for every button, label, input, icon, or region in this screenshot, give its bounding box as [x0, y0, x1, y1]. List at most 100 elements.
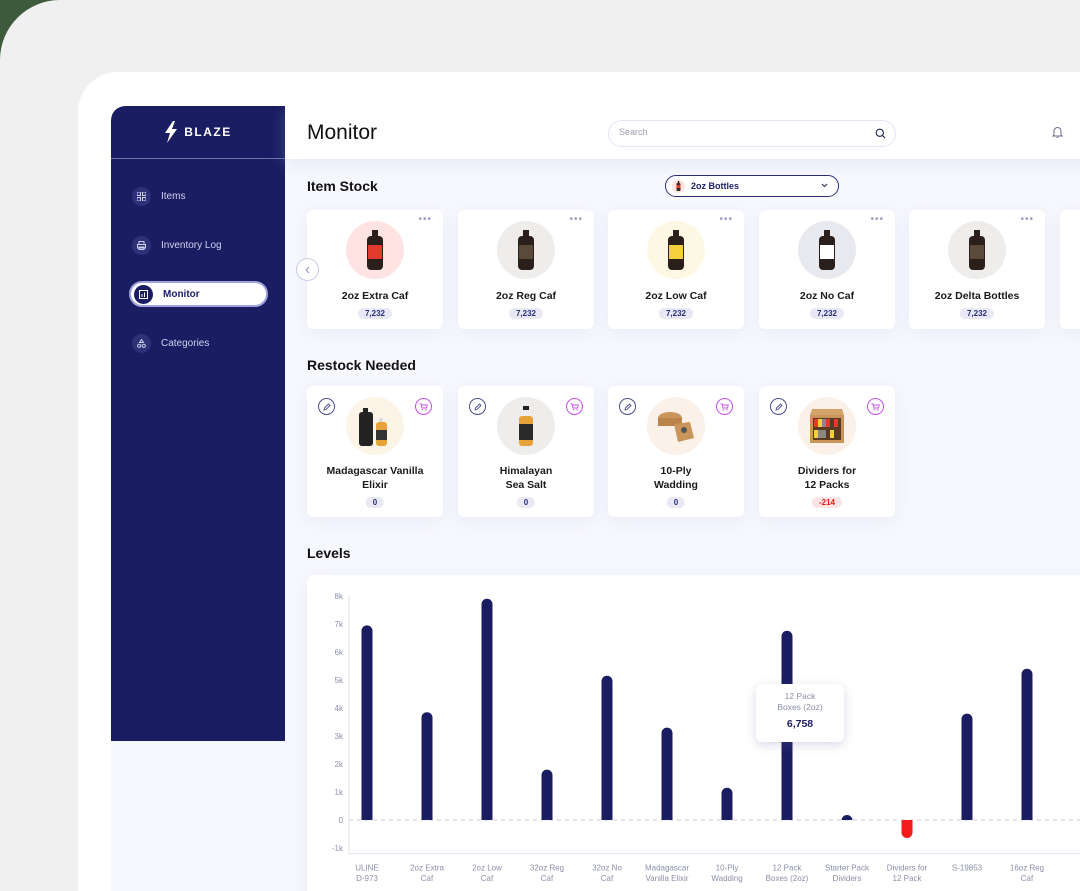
categories-icon [132, 333, 151, 353]
page-title: Monitor [307, 121, 378, 144]
edit-button[interactable] [619, 398, 636, 415]
product-name: 10-Ply Wadding [654, 465, 698, 491]
stock-card-partial[interactable] [1060, 210, 1080, 329]
bar[interactable] [481, 598, 493, 820]
more-options-icon[interactable]: ••• [1020, 214, 1034, 225]
x-tick-label: 32oz No [592, 864, 622, 873]
tooltip-label: 12 Pack Boxes (2oz) [777, 691, 823, 712]
x-tick-label: Boxes (2oz) [766, 874, 809, 883]
stock-count-badge: -214 [811, 497, 843, 508]
carousel-prev-button[interactable] [296, 258, 319, 281]
y-tick-label: 4k [335, 704, 344, 713]
sidebar-item-label: Inventory Log [161, 239, 222, 251]
stock-card[interactable]: ••• 2oz Extra Caf 7,232 [307, 210, 443, 329]
restock-card[interactable]: Dividers for 12 Packs -214 [759, 386, 895, 517]
tooltip-value: 6,758 [786, 718, 814, 730]
restock-title: Restock Needed [307, 357, 416, 373]
cart-icon [871, 402, 880, 410]
y-tick-label: -1k [332, 844, 344, 853]
sidebar-item-label: Items [161, 190, 186, 202]
x-tick-label: Dividers for [887, 864, 928, 873]
x-tick-label: ULINE [355, 864, 379, 873]
category-dropdown[interactable]: 2oz Bottles [665, 175, 839, 197]
add-to-cart-button[interactable] [566, 398, 583, 415]
sidebar-item-inventory-log[interactable]: Inventory Log [129, 232, 268, 258]
edit-button[interactable] [770, 398, 787, 415]
stock-card[interactable]: ••• 2oz Delta Bottles 7,232 [909, 210, 1045, 329]
search-input[interactable] [619, 127, 859, 137]
bar[interactable] [541, 769, 553, 820]
bar[interactable] [601, 675, 613, 820]
chart-icon [134, 284, 153, 304]
bar[interactable] [1021, 668, 1033, 820]
stock-count-badge: 0 [365, 497, 385, 508]
y-tick-label: 7k [335, 620, 344, 629]
edit-button[interactable] [318, 398, 335, 415]
product-image [647, 397, 705, 455]
x-tick-label: Wadding [711, 874, 742, 883]
y-tick-label: 5k [335, 676, 344, 685]
bar[interactable] [661, 727, 673, 820]
product-image [497, 221, 555, 279]
bar-negative[interactable] [901, 820, 913, 838]
more-options-icon[interactable]: ••• [418, 214, 432, 225]
chevron-left-icon [304, 266, 309, 273]
add-to-cart-button[interactable] [716, 398, 733, 415]
x-tick-label: 12 Pack [773, 864, 803, 873]
more-options-icon[interactable]: ••• [569, 214, 583, 225]
sidebar-item-monitor[interactable]: Monitor [129, 281, 268, 307]
stock-count-badge: 7,232 [357, 308, 393, 319]
top-bar: Monitor [285, 106, 1080, 159]
stock-card[interactable]: ••• 2oz No Caf 7,232 [759, 210, 895, 329]
brand-logo[interactable]: BLAZE [111, 106, 285, 159]
search-box[interactable] [608, 120, 896, 147]
x-tick-label: Starter Pack [825, 864, 870, 873]
add-to-cart-button[interactable] [867, 398, 884, 415]
stock-card[interactable]: ••• 2oz Reg Caf 7,232 [458, 210, 594, 329]
product-image [346, 397, 404, 455]
x-tick-label: Caf [1021, 874, 1034, 883]
x-tick-label: 12 Pack [893, 874, 923, 883]
x-tick-label: Dividers [833, 874, 862, 883]
brand-name: BLAZE [184, 125, 232, 139]
bell-icon[interactable] [1052, 126, 1063, 138]
sidebar-item-categories[interactable]: Categories [129, 330, 268, 356]
product-name: 2oz Reg Caf [495, 290, 557, 302]
product-name: Dividers for 12 Packs [797, 465, 857, 491]
sidebar-item-label: Monitor [163, 288, 200, 300]
sidebar-item-items[interactable]: Items [129, 183, 268, 209]
bar[interactable] [421, 712, 433, 820]
printer-icon [132, 235, 151, 255]
restock-card[interactable]: Himalayan Sea Salt 0 [458, 386, 594, 517]
item-stock-title: Item Stock [307, 178, 378, 194]
stock-count-badge: 7,232 [508, 308, 544, 319]
stock-card[interactable]: ••• 2oz Low Caf 7,232 [608, 210, 744, 329]
x-tick-label: Caf [541, 874, 554, 883]
restock-card[interactable]: 10-Ply Wadding 0 [608, 386, 744, 517]
add-to-cart-button[interactable] [415, 398, 432, 415]
cart-icon [419, 402, 428, 410]
product-image [798, 397, 856, 455]
stock-count-badge: 0 [666, 497, 686, 508]
stock-count-badge: 7,232 [658, 308, 694, 319]
bar[interactable] [841, 815, 853, 821]
x-tick-label: D-973 [356, 874, 378, 883]
cart-icon [720, 402, 729, 410]
x-tick-label: Caf [421, 874, 434, 883]
more-options-icon[interactable]: ••• [719, 214, 733, 225]
x-tick-label: Caf [601, 874, 614, 883]
levels-chart: 8k 7k 6k 5k 4k 3k 2k 1k 0 -1k ULINE D-973 2oz Extra C… [307, 575, 1080, 891]
product-name: 2oz No Caf [799, 290, 855, 302]
bar[interactable] [361, 625, 373, 820]
search-icon[interactable] [875, 128, 886, 139]
cart-icon [570, 402, 579, 410]
product-image [346, 221, 404, 279]
bar[interactable] [961, 713, 973, 820]
more-options-icon[interactable]: ••• [870, 214, 884, 225]
product-image [948, 221, 1006, 279]
dropdown-selected: 2oz Bottles [691, 181, 740, 191]
restock-card[interactable]: Madagascar Vanilla Elixir 0 [307, 386, 443, 517]
bar[interactable] [721, 787, 733, 820]
edit-button[interactable] [469, 398, 486, 415]
